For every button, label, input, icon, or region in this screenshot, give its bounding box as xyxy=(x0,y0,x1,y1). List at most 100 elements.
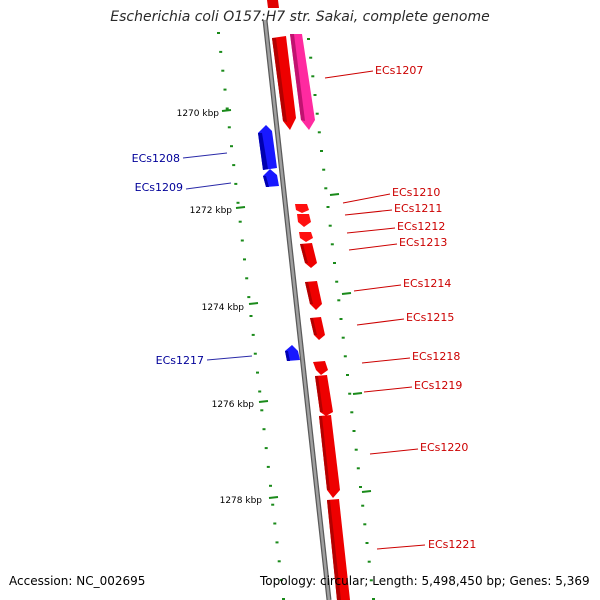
minor-tick xyxy=(227,126,231,129)
minor-tick xyxy=(343,355,347,358)
minor-tick xyxy=(309,56,313,59)
minor-tick xyxy=(279,579,283,582)
gene-label-ecs1211[interactable]: ECs1211 xyxy=(394,202,442,215)
minor-tick xyxy=(341,336,345,339)
gene-ecs1221[interactable] xyxy=(327,499,350,600)
minor-tick xyxy=(354,448,358,451)
minor-tick xyxy=(277,560,281,563)
minor-tick xyxy=(232,164,236,167)
gene-label-ecs1217[interactable]: ECs1217 xyxy=(156,354,204,367)
minor-tick xyxy=(317,131,321,134)
gene-ecs1214[interactable] xyxy=(305,281,322,310)
genome-stats-text: Topology: circular; Length: 5,498,450 bp… xyxy=(260,574,590,588)
minor-tick xyxy=(313,94,317,96)
gene-label-ecs1218[interactable]: ECs1218 xyxy=(412,350,460,363)
gene-label-ecs1209[interactable]: ECs1209 xyxy=(135,181,183,194)
kbp-label: 1270 kbp xyxy=(177,109,220,119)
minor-tick xyxy=(330,243,334,246)
minor-tick xyxy=(315,112,319,115)
gene-ecs1212[interactable] xyxy=(299,232,313,242)
gene-ecs1207[interactable] xyxy=(272,34,315,130)
minor-tick xyxy=(249,315,253,317)
kbp-label: 1278 kbp xyxy=(220,496,263,506)
gene-ecs1208[interactable] xyxy=(258,125,277,170)
gene-label-ecs1214[interactable]: ECs1214 xyxy=(403,277,451,290)
minor-tick xyxy=(322,168,326,171)
minor-tick xyxy=(234,182,238,185)
minor-tick xyxy=(367,560,371,563)
label-leader-lines xyxy=(182,70,426,550)
gene-label-ecs1207[interactable]: ECs1207 xyxy=(375,64,423,77)
minor-tick xyxy=(236,201,240,204)
minor-tick xyxy=(335,280,339,283)
gene-label-ecs1208[interactable]: ECs1208 xyxy=(132,152,180,165)
minor-tick xyxy=(361,504,365,507)
minor-tick xyxy=(256,371,259,374)
minor-tick xyxy=(324,187,328,190)
gene-ecs1209[interactable] xyxy=(263,169,279,187)
minor-tick xyxy=(320,150,323,152)
minor-tick xyxy=(328,224,332,227)
gene-ecs1219[interactable] xyxy=(315,375,333,416)
genome-backbone xyxy=(262,19,332,600)
minor-tick xyxy=(363,523,367,526)
minor-tick xyxy=(223,88,227,91)
minor-tick xyxy=(238,220,242,223)
minor-tick xyxy=(251,333,255,336)
gene-ecs1206[interactable] xyxy=(267,0,279,8)
gene-label-ecs1213[interactable]: ECs1213 xyxy=(399,236,447,249)
gene-ecs1218[interactable] xyxy=(313,361,328,375)
minor-tick xyxy=(271,503,275,506)
minor-tick xyxy=(346,374,349,376)
minor-tick xyxy=(337,299,341,302)
gene-label-ecs1212[interactable]: ECs1212 xyxy=(397,220,445,233)
kbp-label: 1276 kbp xyxy=(212,400,255,410)
map-title: Escherichia coli O157:H7 str. Sakai, com… xyxy=(110,9,490,25)
minor-tick xyxy=(264,447,268,450)
minor-tick xyxy=(359,486,362,488)
gene-label-ecs1221[interactable]: ECs1221 xyxy=(428,538,476,551)
kbp-label: 1274 kbp xyxy=(202,303,245,313)
minor-tick xyxy=(356,467,360,470)
minor-tick xyxy=(307,38,310,40)
gene-label-ecs1215[interactable]: ECs1215 xyxy=(406,311,454,324)
minor-tick xyxy=(221,69,225,72)
minor-tick xyxy=(275,541,279,544)
gene-label-ecs1210[interactable]: ECs1210 xyxy=(392,186,440,199)
minor-tick xyxy=(326,206,330,208)
minor-tick xyxy=(217,32,220,34)
gene-ecs1220[interactable] xyxy=(319,415,340,498)
minor-tick xyxy=(253,352,257,355)
minor-tick xyxy=(372,598,375,600)
minor-tick xyxy=(348,392,352,395)
gene-label-ecs1220[interactable]: ECs1220 xyxy=(420,441,468,454)
gene-labels: ECs1208 ECs1209 ECs1217 ECs1207 ECs1210 … xyxy=(132,64,477,551)
minor-tick xyxy=(282,598,285,600)
minor-tick xyxy=(269,484,272,487)
kbp-label: 1272 kbp xyxy=(190,206,233,216)
minor-tick xyxy=(225,107,229,110)
accession-text: Accession: NC_002695 xyxy=(9,574,146,588)
minor-tick xyxy=(240,239,244,242)
kbp-tick-labels: 1270 kbp 1272 kbp 1274 kbp 1276 kbp 1278… xyxy=(177,109,263,506)
minor-ticks xyxy=(217,32,375,600)
minor-tick xyxy=(245,277,249,280)
gene-label-ecs1219[interactable]: ECs1219 xyxy=(414,379,462,392)
gene-ecs1210[interactable] xyxy=(295,204,309,213)
gene-ecs1213[interactable] xyxy=(300,243,317,268)
minor-tick xyxy=(247,296,251,299)
gene-ecs1217[interactable] xyxy=(285,345,300,361)
minor-tick xyxy=(365,542,369,544)
minor-tick xyxy=(333,262,336,264)
minor-tick xyxy=(219,50,223,53)
minor-tick xyxy=(230,145,233,148)
minor-tick xyxy=(350,411,354,414)
gene-ecs1211[interactable] xyxy=(297,214,311,227)
minor-tick xyxy=(260,409,264,412)
minor-tick xyxy=(243,258,246,261)
minor-tick xyxy=(273,522,277,525)
minor-tick xyxy=(258,390,262,393)
gene-ecs1215[interactable] xyxy=(310,317,325,340)
minor-tick xyxy=(262,428,266,431)
